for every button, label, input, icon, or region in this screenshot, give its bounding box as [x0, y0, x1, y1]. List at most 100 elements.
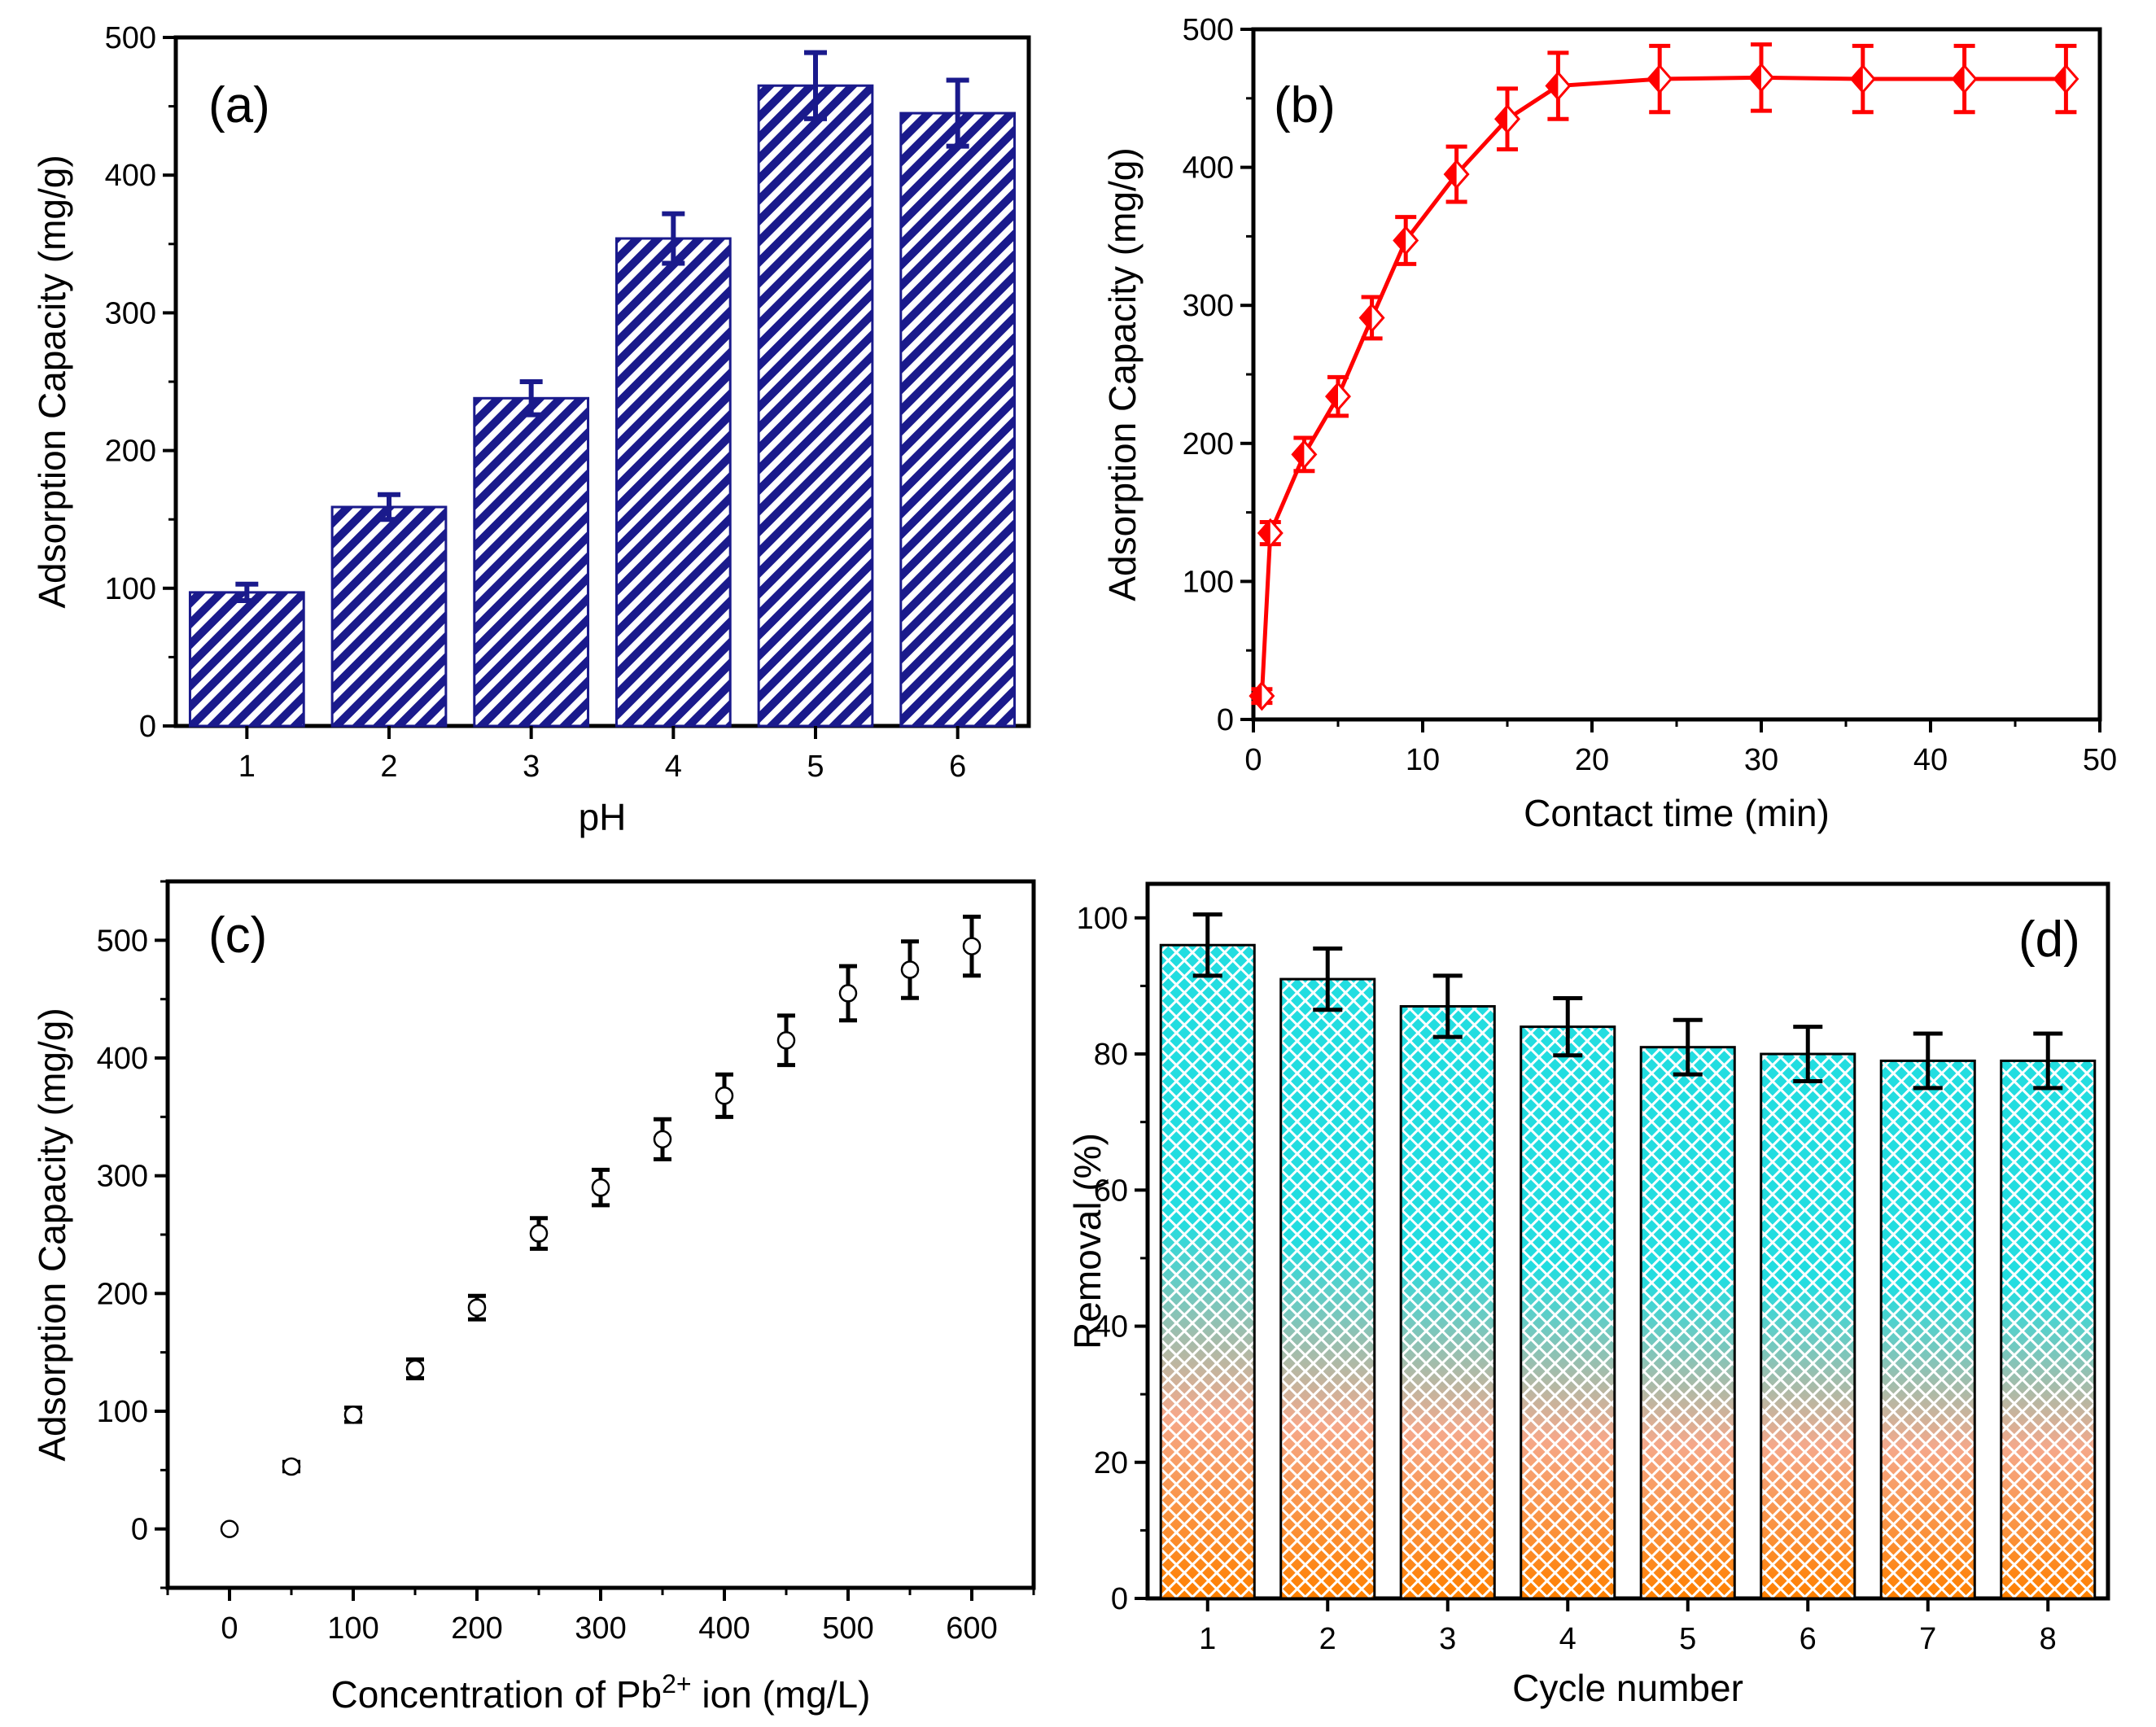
- point-c-8: [653, 1130, 672, 1149]
- marker-b-13: [1951, 63, 1978, 94]
- x-tick-label-d-2: 2: [1319, 1622, 1336, 1656]
- marker-b-11: [1748, 63, 1774, 93]
- marker-b-10: [1647, 63, 1673, 94]
- marker-b-5: [1358, 303, 1385, 333]
- panel-label-d: (d): [2018, 912, 2080, 968]
- x-tick-label-b-1: 10: [1406, 743, 1440, 777]
- bar-d-crosshatch: [1161, 945, 1255, 1598]
- x-tick-label-a-1: 1: [238, 750, 256, 784]
- bar-d-7: [1879, 1059, 1976, 1600]
- y-tick-label-b-3: 300: [1183, 289, 1234, 323]
- x-tick-label-c-3: 300: [575, 1611, 626, 1646]
- point-c-2: [282, 1457, 301, 1476]
- bar-d-5: [1639, 1046, 1736, 1600]
- y-tick-label-a-5: 500: [105, 21, 156, 55]
- marker-b-fill: [1851, 66, 1863, 93]
- y-tick-label-d-5: 100: [1077, 902, 1128, 936]
- bar-d-8: [2000, 1059, 2097, 1600]
- marker-b-fill: [1360, 304, 1372, 331]
- y-tick-label-b-5: 500: [1183, 13, 1234, 47]
- x-tick-label-d-8: 8: [2040, 1622, 2057, 1656]
- panel-label-a: (a): [208, 77, 270, 133]
- point-c-4: [405, 1359, 425, 1379]
- y-tick-label-c-4: 400: [97, 1042, 148, 1076]
- bar-d-crosshatch: [1641, 1047, 1735, 1598]
- bar-d-crosshatch: [1401, 1006, 1495, 1598]
- marker-b-fill: [1250, 683, 1262, 710]
- y-tick-label-d-4: 80: [1094, 1038, 1128, 1072]
- marker-b-4: [1325, 381, 1351, 412]
- y-tick-label-d-3: 60: [1094, 1174, 1128, 1208]
- x-tick-label-b-2: 20: [1575, 743, 1609, 777]
- x-axis-label-c-suffix: ion (mg/L): [692, 1673, 871, 1716]
- bar-a-4: [614, 237, 732, 728]
- point-c-1: [220, 1519, 239, 1538]
- bar-a-2: [330, 505, 448, 728]
- y-tick-label-a-3: 300: [105, 296, 156, 330]
- x-tick-label-a-2: 2: [380, 750, 397, 784]
- bar-a-6: [899, 111, 1017, 728]
- x-tick-label-c-4: 400: [698, 1611, 750, 1646]
- x-tick-label-b-4: 40: [1913, 743, 1948, 777]
- bar-d-crosshatch: [2001, 1060, 2095, 1598]
- x-tick-label-d-5: 5: [1679, 1622, 1696, 1656]
- marker-b-fill: [1546, 72, 1559, 99]
- x-tick-label-b-5: 50: [2083, 743, 2117, 777]
- marker-b-6: [1393, 225, 1419, 256]
- y-axis-label-c: Adsorption Capacity (mg/g): [31, 1008, 73, 1461]
- bar-d-1: [1159, 943, 1256, 1600]
- y-axis-label-d: Removal (%): [1066, 1133, 1109, 1349]
- y-tick-label-b-0: 0: [1217, 703, 1234, 737]
- point-c-3: [343, 1406, 363, 1424]
- bar-d-4: [1520, 1025, 1616, 1600]
- ticks-a: 1 2 3 4 5 6 0 100 200 300 400 500: [105, 21, 967, 784]
- y-tick-label-d-1: 20: [1094, 1446, 1128, 1480]
- marker-b-fill: [1953, 66, 1965, 93]
- y-tick-label-a-4: 400: [105, 159, 156, 193]
- point-c-10: [776, 1031, 796, 1050]
- x-axis-label-b: Contact time (min): [1524, 792, 1830, 834]
- point-c-5: [467, 1298, 487, 1317]
- x-tick-label-d-6: 6: [1800, 1622, 1817, 1656]
- bar-d-6: [1760, 1052, 1856, 1600]
- x-tick-label-b-0: 0: [1244, 743, 1262, 777]
- plot-frame-b: [1251, 27, 2102, 722]
- bar-d-crosshatch: [1881, 1060, 1975, 1598]
- y-tick-label-c-3: 300: [97, 1160, 148, 1194]
- series-b: [1249, 42, 2079, 711]
- y-tick-label-d-0: 0: [1111, 1582, 1128, 1616]
- x-tick-label-d-4: 4: [1559, 1622, 1577, 1656]
- point-c-6: [529, 1224, 549, 1243]
- marker-b-8: [1494, 103, 1520, 134]
- x-tick-label-c-2: 200: [451, 1611, 502, 1646]
- marker-b-12: [1849, 63, 1876, 94]
- x-tick-label-a-3: 3: [523, 750, 540, 784]
- bar-a-1: [188, 591, 305, 728]
- panel-a: 1 2 3 4 5 6 0 100 200 300 400 500 (a) pH Adsorption…: [31, 21, 1031, 838]
- x-axis-label-c: Concentration of Pb2+ ion (mg/L): [331, 1669, 871, 1716]
- marker-b-fill: [1445, 161, 1457, 188]
- series-line-b: [1259, 75, 2066, 697]
- marker-b-fill: [1648, 66, 1660, 93]
- marker-b-9: [1545, 71, 1572, 101]
- x-tick-label-a-5: 5: [807, 750, 824, 784]
- x-tick-label-c-5: 500: [822, 1611, 873, 1646]
- x-tick-label-c-6: 600: [946, 1611, 997, 1646]
- y-tick-label-b-2: 200: [1183, 427, 1234, 461]
- y-axis-label-b: Adsorption Capacity (mg/g): [1101, 147, 1144, 601]
- x-tick-label-a-6: 6: [949, 750, 966, 784]
- marker-b-1: [1249, 680, 1275, 711]
- marker-b-7: [1443, 159, 1470, 190]
- plot-frame-d: [1145, 881, 2110, 1601]
- y-tick-label-c-0: 0: [131, 1513, 148, 1547]
- point-c-13: [962, 937, 982, 955]
- bar-a-5: [757, 84, 874, 728]
- bars-d: [1159, 912, 2097, 1600]
- y-axis-label-a: Adsorption Capacity (mg/g): [31, 155, 73, 608]
- y-tick-label-c-5: 500: [97, 924, 148, 958]
